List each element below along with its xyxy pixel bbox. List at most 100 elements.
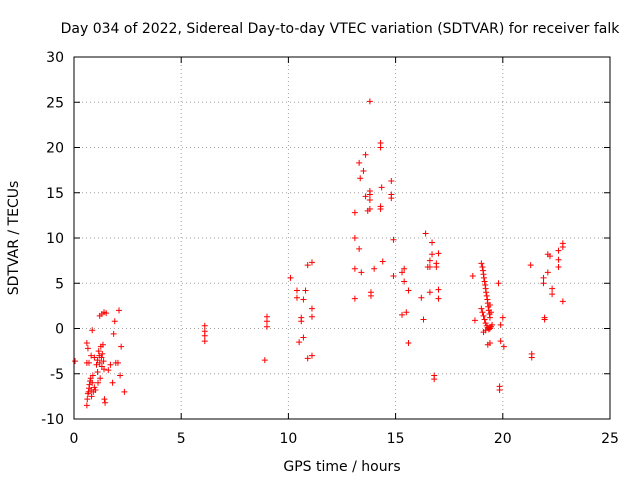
x-tick-label: 5 (177, 431, 186, 447)
data-point (72, 358, 79, 365)
data-point (302, 287, 309, 294)
data-point (304, 355, 311, 362)
data-point (293, 287, 300, 294)
x-tick-label: 15 (387, 431, 405, 447)
y-tick-label: 0 (55, 322, 64, 338)
data-point (435, 286, 442, 293)
data-point (482, 320, 489, 327)
data-point (388, 177, 395, 184)
data-point (360, 168, 367, 175)
data-point (497, 338, 504, 345)
data-point (357, 175, 364, 182)
data-point (540, 274, 547, 281)
data-point (99, 350, 106, 357)
data-point (478, 260, 485, 267)
data-point (107, 361, 114, 368)
data-point (399, 311, 406, 318)
data-point (263, 318, 270, 325)
x-tick-label: 20 (494, 431, 512, 447)
data-point (308, 259, 315, 266)
data-point (497, 321, 504, 328)
data-point (351, 235, 358, 241)
data-point (499, 314, 506, 321)
data-point (116, 307, 123, 314)
data-point (91, 384, 98, 391)
data-point (527, 262, 534, 269)
data-point (555, 247, 562, 254)
data-point (488, 309, 495, 316)
data-point (351, 265, 358, 272)
data-point (555, 256, 562, 263)
data-point (351, 209, 358, 216)
data-point (435, 295, 442, 302)
data-point (429, 251, 436, 258)
data-point (377, 206, 384, 213)
data-point (117, 372, 124, 379)
data-point (405, 287, 412, 294)
data-point (101, 366, 108, 373)
data-point (433, 260, 440, 267)
data-point (366, 206, 373, 213)
data-point (86, 359, 93, 366)
data-point (482, 327, 489, 334)
data-point (84, 345, 91, 352)
data-point (366, 98, 373, 105)
data-point (95, 348, 102, 355)
y-tick-label: 30 (46, 50, 64, 66)
data-point (304, 262, 311, 269)
data-point (528, 354, 535, 361)
data-point (201, 322, 208, 329)
data-point (92, 387, 99, 394)
data-point (371, 265, 378, 272)
data-point (93, 361, 100, 368)
data-point (88, 393, 95, 400)
data-point (483, 289, 490, 296)
data-point (96, 359, 103, 366)
data-point (99, 341, 106, 348)
data-point (426, 289, 433, 296)
data-point (379, 258, 386, 265)
data-point (549, 285, 556, 292)
data-point (401, 278, 408, 285)
data-point (541, 314, 548, 321)
data-point (486, 339, 493, 346)
data-point (426, 263, 433, 270)
data-point (97, 375, 104, 382)
data-point (84, 396, 91, 403)
y-tick-label: 15 (46, 186, 64, 202)
data-point (546, 253, 553, 260)
y-tick-label: 25 (46, 95, 64, 111)
data-point (118, 343, 125, 350)
data-point (366, 191, 373, 198)
data-point (420, 316, 427, 323)
data-point (95, 379, 102, 386)
data-point (83, 402, 90, 409)
data-point (296, 339, 303, 346)
data-point (366, 196, 373, 203)
data-point (479, 263, 486, 270)
data-point (201, 338, 208, 345)
data-point (426, 257, 433, 264)
data-point (98, 354, 105, 361)
data-point (481, 278, 488, 285)
grid-lines (74, 57, 610, 419)
data-point (114, 359, 121, 366)
data-point (100, 358, 107, 365)
data-point (429, 239, 436, 246)
data-point (110, 330, 117, 337)
data-point (263, 323, 270, 330)
plot-frame (73, 56, 611, 420)
y-tick-label: 5 (55, 276, 64, 292)
data-point (308, 305, 315, 312)
x-tick-labels: 0 5 10 15 20 25 (70, 431, 619, 447)
y-tick-label: -10 (41, 412, 64, 428)
data-point (83, 339, 90, 346)
data-point (549, 291, 556, 298)
x-tick-label: 25 (601, 431, 619, 447)
data-point (356, 159, 363, 166)
data-point (367, 289, 374, 296)
data-point (261, 357, 268, 364)
data-point (105, 367, 112, 374)
data-point (559, 240, 566, 247)
data-point (481, 316, 488, 323)
